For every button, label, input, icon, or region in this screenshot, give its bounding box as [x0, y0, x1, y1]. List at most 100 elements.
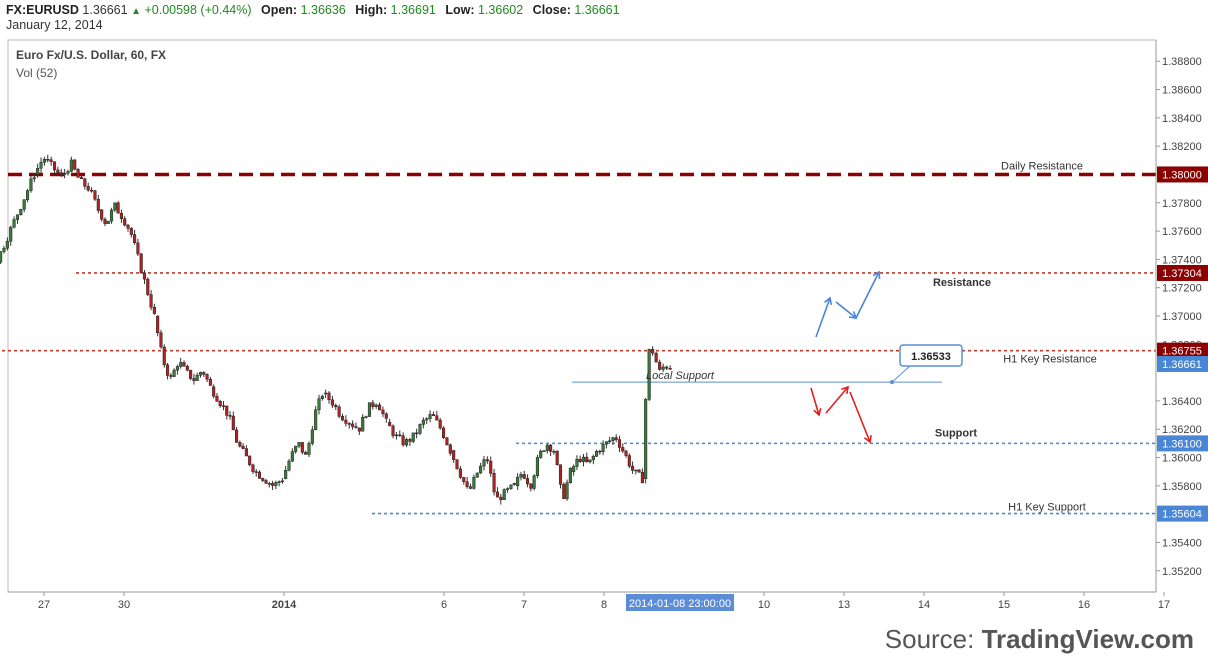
price-tick-label: 1.38800 [1162, 56, 1202, 68]
candle-body [238, 442, 242, 447]
candle-body [106, 220, 110, 224]
high-value: 1.36691 [390, 3, 436, 17]
price-tick-label: 1.38600 [1162, 85, 1202, 97]
price-tick-label: 1.37000 [1162, 311, 1202, 323]
candle-body [555, 451, 559, 466]
price-tag-label: 1.37304 [1162, 268, 1202, 280]
candle-body [146, 278, 150, 295]
candle-body [475, 472, 479, 478]
candle-body [42, 158, 46, 163]
candle-body [86, 185, 90, 191]
candle-body [218, 401, 222, 406]
candle-body [126, 224, 130, 229]
candle-body [495, 491, 500, 498]
candle-body [26, 190, 30, 200]
chart-pane[interactable] [7, 39, 1157, 593]
candle-body [529, 483, 533, 489]
candle-body [280, 480, 284, 483]
candle-body [228, 415, 232, 417]
candle-body [468, 486, 473, 489]
time-tick-label: 10 [758, 599, 770, 611]
volume-legend: Vol (52) [16, 66, 57, 80]
candle-body [535, 457, 539, 477]
candle-body [654, 352, 658, 363]
candle-body [542, 450, 546, 452]
candle-body [617, 439, 622, 448]
candle-body [431, 414, 436, 416]
time-tick-label: 13 [838, 599, 850, 611]
candles-group [0, 154, 672, 505]
price-tick-label: 1.38200 [1162, 141, 1202, 153]
candle-body [0, 251, 3, 263]
price-tick-label: 1.35400 [1162, 537, 1202, 549]
candle-body [274, 482, 278, 486]
candle-body [562, 484, 566, 499]
candle-body [627, 455, 631, 467]
candle-body [192, 378, 196, 381]
candle-body [568, 467, 572, 483]
candle-body [516, 476, 520, 487]
candle-body [149, 294, 153, 308]
source-prefix: Source: [884, 624, 982, 654]
candle-body [391, 425, 395, 436]
candle-body [512, 483, 516, 486]
candle-body [408, 439, 412, 442]
candle-body [5, 240, 9, 249]
candle-body [585, 456, 589, 463]
candle-body [588, 459, 592, 463]
candle-body [287, 460, 291, 471]
candle-body [552, 451, 556, 453]
candle-body [307, 443, 311, 455]
time-tick-label: 14 [918, 599, 930, 611]
price-tag-bg [1157, 342, 1208, 359]
annotation-support: Support [935, 427, 977, 439]
candle-body [621, 447, 625, 452]
candle-body [337, 406, 341, 417]
candle-body [172, 369, 176, 377]
candle-body [103, 218, 107, 224]
up-arrow-1 [815, 297, 831, 338]
candle-body [9, 226, 13, 242]
candle-body [231, 415, 235, 431]
candle-body [165, 364, 170, 376]
candle-body [347, 423, 351, 425]
candle-body [624, 450, 628, 456]
candle-body [261, 478, 265, 481]
time-tick-label: 2014 [272, 599, 297, 611]
candle-body [244, 448, 248, 457]
price-tick-label: 1.36400 [1162, 396, 1202, 408]
symbol-description: Euro Fx/U.S. Dollar, 60, FX [16, 48, 166, 62]
candle-body [578, 458, 582, 462]
candle-body [19, 209, 23, 216]
candle-body [644, 399, 648, 480]
candle-body [93, 190, 97, 200]
candle-body [46, 158, 50, 161]
candle-body [549, 444, 553, 452]
price-axis-bg[interactable] [1156, 40, 1208, 592]
down-arrow-2 [825, 386, 849, 414]
candle-body [572, 466, 576, 472]
candle-body [378, 404, 382, 411]
up-arrow-3 [855, 271, 880, 319]
candle-body [411, 432, 415, 442]
up-triangle-icon: ▲ [131, 6, 141, 17]
candle-body [415, 432, 419, 435]
candle-body [225, 405, 229, 416]
candle-body [22, 199, 26, 210]
price-tag-bg [1157, 505, 1208, 522]
candle-body [357, 427, 361, 432]
candle-body [300, 442, 304, 453]
candle-body [156, 315, 160, 334]
price-tick-label: 1.37200 [1162, 283, 1202, 295]
tradingview-brand: TradingView.com [981, 624, 1194, 654]
candle-body [251, 464, 255, 472]
candle-body [661, 366, 665, 370]
down-arrow-3 [849, 391, 871, 443]
candle-body [198, 372, 203, 376]
candle-body [448, 444, 452, 454]
candle-body [32, 177, 36, 180]
price-tag-label: 1.36755 [1162, 346, 1202, 358]
price-tag-bg [1157, 166, 1208, 183]
candle-body [458, 468, 462, 478]
